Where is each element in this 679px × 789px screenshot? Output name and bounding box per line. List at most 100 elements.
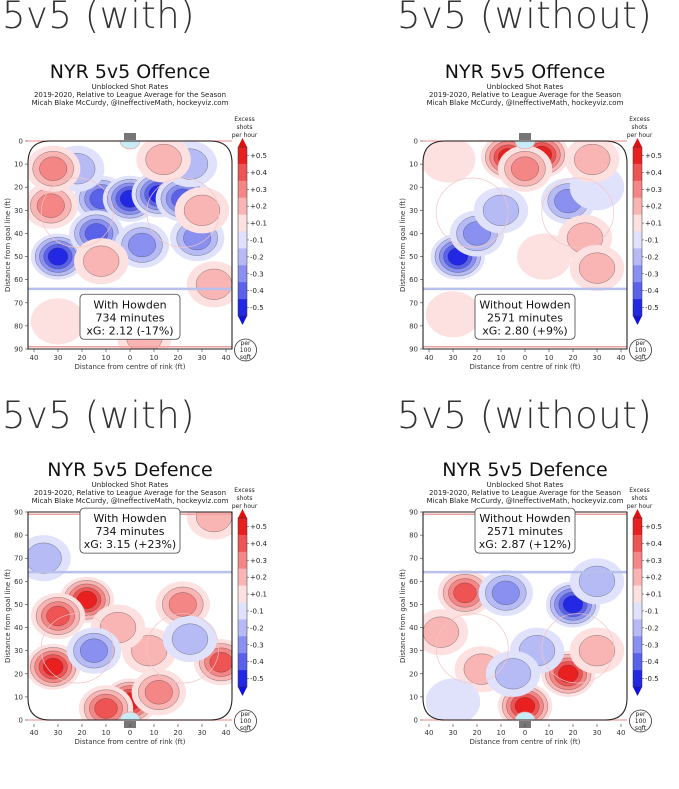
colorbar-tick-label: +0.1 <box>250 591 267 599</box>
colorbar-tick-label: +0.1 <box>250 220 267 228</box>
colorbar-segment <box>633 619 642 637</box>
y-tick-label: 60 <box>409 578 418 586</box>
annotation-line-1: With Howden <box>93 512 166 525</box>
x-tick-label: 20 <box>473 729 482 737</box>
colorbar-segment <box>238 163 247 182</box>
y-tick-label: 80 <box>14 322 23 330</box>
colorbar-tick-label: +0.3 <box>250 557 267 565</box>
heat-contour <box>578 252 616 284</box>
y-tick-label: 60 <box>14 276 23 284</box>
heat-contour <box>171 623 209 655</box>
heat-contour <box>578 635 616 667</box>
colorbar-segment <box>633 653 642 671</box>
unit-badge-label: per <box>241 340 252 347</box>
colorbar-tick-label: -0.1 <box>250 236 264 244</box>
annotation-line-3: xG: 3.15 (+23%) <box>84 538 176 551</box>
unit-badge-label: per <box>241 711 252 718</box>
colorbar-segment <box>238 197 247 215</box>
y-tick-label: 60 <box>409 276 418 284</box>
colorbar-tick-label: +0.3 <box>645 557 662 565</box>
y-tick-label: 20 <box>409 184 418 192</box>
x-tick-label: 10 <box>102 729 111 737</box>
chart-panel-defence-without: 5v5 (without) NYR 5v5 Defence Unblocked … <box>395 394 679 785</box>
annotation-box <box>474 507 576 554</box>
x-tick-label: 40 <box>425 729 434 737</box>
colorbar-segment <box>633 147 642 165</box>
colorbar-segment <box>238 248 247 266</box>
colorbar-segment <box>633 163 642 182</box>
annotation-line-1: Without Howden <box>479 298 570 311</box>
heat-contour <box>47 247 69 266</box>
unit-badge <box>234 709 257 733</box>
y-tick-label: 70 <box>14 555 23 563</box>
panel-caption: 5v5 (without) <box>397 394 653 437</box>
faceoff-circle <box>541 613 615 684</box>
colorbar-tick-label: +0.2 <box>645 574 662 582</box>
panel-caption: 5v5 (with) <box>2 394 196 437</box>
colorbar-arrow-down <box>238 687 247 696</box>
heat-contour <box>28 542 62 574</box>
colorbar-segment <box>238 551 247 569</box>
heat-contour <box>562 595 584 614</box>
x-tick-label: 30 <box>198 729 207 737</box>
heat-contour <box>144 680 173 705</box>
y-tick-label: 30 <box>409 207 418 215</box>
y-tick-label: 40 <box>409 230 418 238</box>
colorbar-tick-label: -0.2 <box>250 624 264 632</box>
colorbar-tick-label: -0.2 <box>645 253 659 261</box>
unit-badge-label: sqft <box>240 725 252 732</box>
colorbar-segment <box>238 585 247 603</box>
colorbar-tick-label: +0.4 <box>645 169 663 177</box>
colorbar-tick-label: +0.1 <box>645 591 662 599</box>
colorbar-segment <box>633 299 642 317</box>
colorbar-frame <box>632 146 643 317</box>
unit-badge-label: 100 <box>635 347 647 354</box>
colorbar-title: per hour <box>232 503 258 510</box>
y-tick-label: 90 <box>409 346 418 354</box>
colorbar-segment <box>633 282 642 300</box>
colorbar-tick-label: +0.4 <box>645 540 663 548</box>
y-tick-label: 80 <box>409 322 418 330</box>
subtitle-line-3: Micah Blake McCurdy, @IneffectiveMath, h… <box>31 497 229 505</box>
x-tick-label: 20 <box>174 729 183 737</box>
heat-contour <box>491 580 520 606</box>
x-tick-label: 30 <box>593 354 602 362</box>
y-tick-label: 0 <box>414 138 418 146</box>
heat-contour <box>558 664 579 683</box>
subtitle-line-2: 2019-2020, Relative to League Average fo… <box>33 489 227 497</box>
subtitle-line-3: Micah Blake McCurdy, @IneffectiveMath, h… <box>426 497 624 505</box>
colorbar-segment <box>633 231 642 249</box>
x-tick-label: 10 <box>102 354 111 362</box>
colorbar-frame <box>237 146 248 317</box>
x-tick-label: 10 <box>150 729 159 737</box>
y-axis-label: Distance from goal line (ft) <box>399 198 407 292</box>
subtitle-line-1: Unblocked Shot Rates <box>91 83 169 91</box>
subtitle-line-2: 2019-2020, Relative to League Average fo… <box>428 91 622 99</box>
heat-contour <box>94 698 118 719</box>
panel-caption: 5v5 (without) <box>397 0 653 37</box>
x-tick-label: 0 <box>523 729 527 737</box>
y-tick-label: 70 <box>409 555 418 563</box>
colorbar-segment <box>633 197 642 215</box>
x-tick-label: 40 <box>222 729 231 737</box>
heat-contour <box>423 141 476 183</box>
x-tick-label: 40 <box>425 354 434 362</box>
annotation-line-3: xG: 2.87 (+12%) <box>479 538 571 551</box>
colorbar-segment <box>238 653 247 671</box>
unit-badge-label: sqft <box>635 354 647 361</box>
heat-contour <box>30 298 86 345</box>
unit-badge-label: 100 <box>240 347 252 354</box>
chart-panel-offence-without: 5v5 (without) NYR 5v5 Offence Unblocked … <box>395 0 679 385</box>
y-axis-label: Distance from goal line (ft) <box>399 569 407 663</box>
colorbar-segment <box>238 299 247 317</box>
y-tick-label: 70 <box>409 299 418 307</box>
colorbar-tick-label: +0.4 <box>250 169 268 177</box>
colorbar-title: Excess <box>629 487 649 494</box>
colorbar-frame <box>237 517 248 688</box>
